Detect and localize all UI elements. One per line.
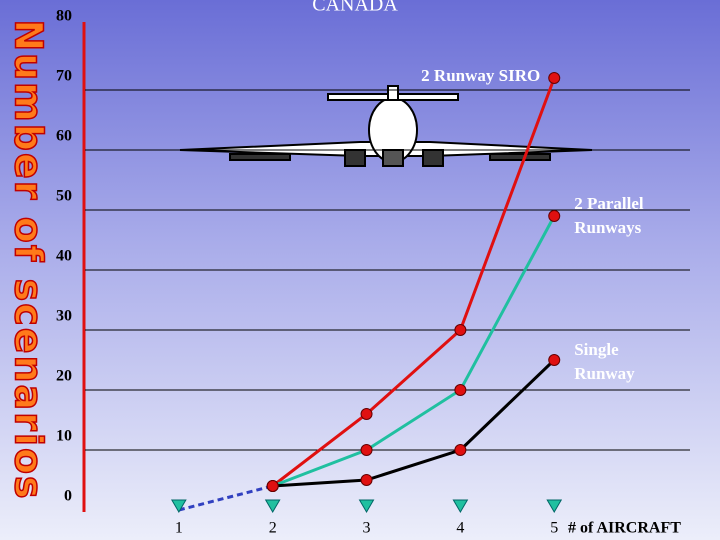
point: [454, 384, 467, 396]
y-tick-label: 70: [56, 68, 72, 85]
series-line: [272, 358, 556, 488]
y-tick-label: 20: [56, 368, 72, 385]
y-tick-label: 0: [64, 488, 72, 505]
point: [548, 72, 561, 84]
x-tick-label: 1: [175, 520, 183, 537]
baseline-marker: [264, 499, 281, 513]
dashed-line: [178, 484, 274, 512]
y-tick-label: 50: [56, 188, 72, 205]
series-label: 2 Parallel Runways: [574, 194, 644, 237]
baseline-marker: [170, 499, 187, 513]
y-tick-label: 60: [56, 128, 72, 145]
point: [454, 444, 467, 456]
chart-title: CANADA: [312, 0, 398, 16]
point: [266, 480, 279, 492]
point: [454, 324, 467, 336]
y-tick-label: 40: [56, 248, 72, 265]
x-tick-label: 5: [550, 520, 558, 537]
point: [548, 210, 561, 222]
series-line: [272, 215, 556, 488]
point: [360, 444, 373, 456]
y-tick-label: 30: [56, 308, 72, 325]
point: [360, 408, 373, 420]
y-tick-label: 10: [56, 428, 72, 445]
y-tick-label: 80: [56, 8, 72, 25]
x-axis-label: # of AIRCRAFT: [568, 520, 681, 537]
baseline-marker: [452, 499, 469, 513]
series-label: 2 Runway SIRO: [421, 66, 541, 85]
series-line: [271, 77, 556, 488]
baseline-marker: [546, 499, 563, 513]
airplane: [179, 85, 593, 167]
series-label: Single Runway: [574, 340, 635, 383]
point: [548, 354, 561, 366]
baseline-marker: [358, 499, 375, 513]
x-tick-label: 2: [269, 520, 277, 537]
x-tick-label: 4: [456, 520, 464, 537]
y-axis-label: Number of scenarios: [7, 19, 51, 500]
x-tick-label: 3: [363, 520, 371, 537]
point: [360, 474, 373, 486]
